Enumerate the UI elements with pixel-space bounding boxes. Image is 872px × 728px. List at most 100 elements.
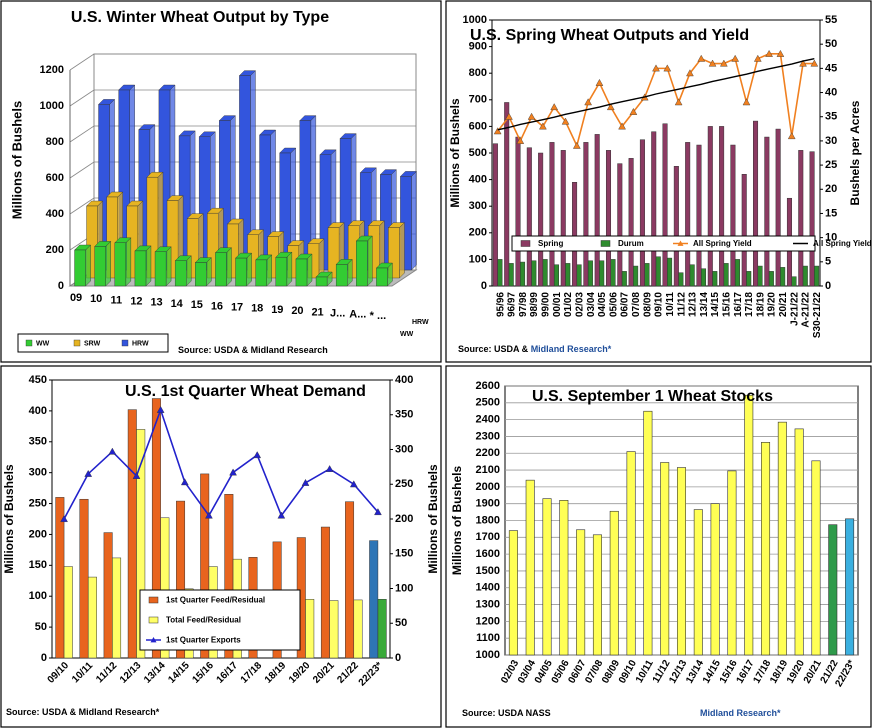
y-tick-label: 2600 (476, 380, 500, 392)
y-tick-label: 2000 (476, 481, 500, 493)
point (493, 127, 502, 135)
point (618, 122, 626, 130)
bar (764, 136, 770, 287)
bar (845, 518, 855, 656)
y-tick-label: 1300 (476, 598, 500, 610)
bar (295, 258, 308, 287)
point (253, 451, 262, 459)
x-tick-label: 00/01 (552, 292, 563, 317)
bar (112, 557, 122, 659)
point (561, 117, 570, 125)
legend-label: Spring (538, 239, 563, 248)
bar (542, 259, 548, 287)
bar (154, 251, 167, 287)
bar (660, 462, 670, 656)
y-tick-label: 450 (29, 374, 47, 386)
bar (369, 540, 379, 659)
x-tick-label: 96/97 (507, 292, 518, 317)
bar (504, 102, 510, 287)
x-tick-label: 18/19 (263, 660, 289, 686)
bar (583, 142, 589, 287)
y-tick-label: 1500 (476, 565, 500, 577)
point (652, 64, 660, 72)
bar (609, 510, 619, 656)
point (776, 49, 785, 57)
bar (166, 200, 179, 279)
x-tick-label: 19/20 (767, 292, 778, 317)
bar (87, 576, 97, 659)
bar (275, 257, 288, 287)
bar (376, 267, 388, 287)
bar (134, 250, 147, 287)
source: Source: USDA & Midland Research* (6, 707, 160, 717)
bar-side (367, 235, 373, 287)
bar (599, 260, 605, 287)
bar (628, 158, 634, 287)
point (516, 136, 525, 144)
legend-swatch (600, 240, 611, 247)
bar (576, 529, 586, 656)
x-tick-label: 11/12 (94, 660, 119, 685)
bar (572, 182, 578, 287)
point (156, 405, 165, 413)
y-tick-label: 45 (825, 62, 837, 74)
x-tick-label: 07/08 (631, 292, 642, 317)
y-tick-label: 200 (469, 227, 487, 239)
bar-side (226, 247, 232, 287)
axis-label: Millions of Bushels (9, 101, 24, 219)
x-tick-label: 12/13 (118, 660, 144, 686)
axis-label: Bushels per Acres (848, 100, 862, 205)
y-tick-label: 1000 (463, 14, 487, 26)
source: Source: USDA & Midland Research* (458, 344, 612, 354)
bar (753, 120, 759, 287)
legend-box (17, 333, 169, 353)
bar-side (266, 254, 272, 287)
source-text: Source: USDA NASS (462, 708, 551, 718)
legend-box (511, 235, 816, 252)
y-tick-label: 800 (46, 136, 64, 148)
bar (377, 599, 387, 659)
bar-side (399, 222, 405, 279)
bar-side (125, 237, 132, 287)
bar-side (246, 252, 252, 287)
bar (492, 143, 498, 287)
x-tick-label: A-21/22 (801, 292, 812, 328)
bar (689, 264, 695, 287)
bar (520, 261, 526, 287)
y-tick-label: 50 (395, 617, 407, 629)
y-tick-label: 55 (825, 14, 837, 26)
bar (828, 524, 838, 656)
bar (639, 139, 645, 287)
bar (79, 498, 89, 659)
axis-label: Millions of Bushels (426, 464, 440, 574)
y-tick-label: 1200 (476, 615, 500, 627)
y-tick-label: 10 (825, 232, 837, 244)
point (697, 54, 706, 62)
y-tick-label: 50 (825, 38, 837, 50)
x-tick-label: 19 (271, 304, 283, 316)
point (539, 122, 547, 130)
bar (741, 174, 747, 287)
y-tick-label: 2300 (476, 430, 500, 442)
y-tick-label: 1900 (476, 498, 500, 510)
x-tick-label: 97/98 (518, 292, 529, 317)
bar (353, 599, 363, 659)
x-tick-label: 98/99 (529, 292, 540, 317)
y-tick-label: 600 (469, 120, 487, 132)
x-tick-label: 18/19 (755, 292, 766, 317)
legend-marker (150, 637, 157, 643)
grid-line (69, 125, 95, 143)
bar (200, 473, 210, 659)
y-tick-label: 900 (469, 41, 487, 53)
bar-side (165, 246, 172, 287)
point (527, 112, 536, 120)
x-tick-label: 09/10 (46, 660, 72, 686)
x-tick-label: 19/20 (287, 660, 313, 686)
x-tick-label: 18 (251, 303, 263, 315)
legend-label: SRW (84, 340, 101, 347)
x-tick-label: 04/05 (597, 292, 608, 317)
point (550, 103, 559, 111)
bar (594, 134, 600, 287)
bar (633, 265, 639, 287)
